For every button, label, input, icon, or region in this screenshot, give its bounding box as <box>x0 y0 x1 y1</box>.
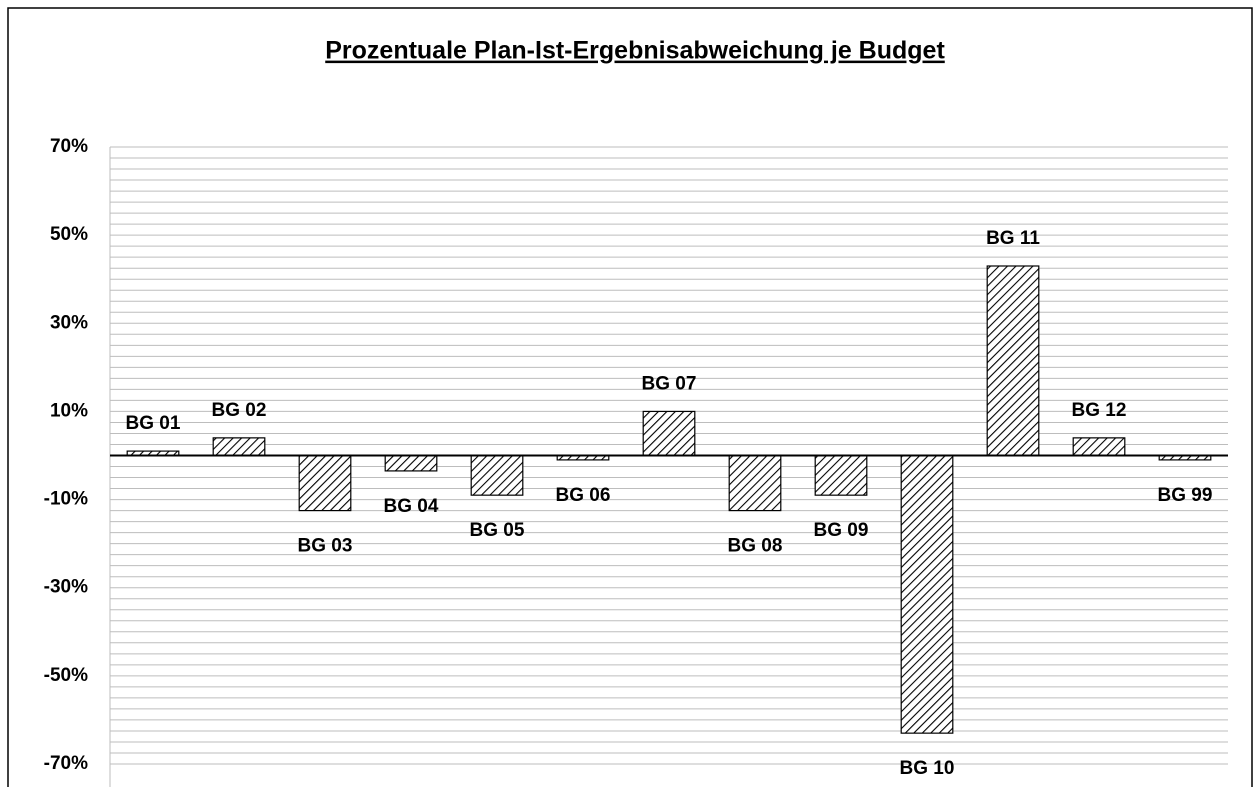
category-label: BG 05 <box>470 520 525 541</box>
category-label: BG 04 <box>384 496 439 517</box>
category-label: BG 01 <box>126 413 181 434</box>
bar <box>384 454 438 472</box>
bar <box>1072 437 1126 457</box>
y-tick-label: -30% <box>44 577 88 598</box>
bar <box>986 265 1040 457</box>
category-label: BG 99 <box>1158 485 1213 506</box>
bar <box>900 454 954 734</box>
category-label: BG 06 <box>556 485 611 506</box>
y-tick-label: -10% <box>44 489 88 510</box>
category-label: BG 07 <box>642 373 697 394</box>
bar <box>298 454 352 512</box>
chart-title: Prozentuale Plan-Ist-Ergebnisabweichung … <box>325 37 945 65</box>
y-tick-label: 30% <box>50 312 88 333</box>
bar <box>470 454 524 496</box>
y-tick-label: 10% <box>50 400 88 421</box>
category-label: BG 02 <box>212 400 267 421</box>
bar <box>814 454 868 496</box>
category-label: BG 08 <box>728 536 783 557</box>
bar <box>212 437 266 457</box>
y-tick-label: -70% <box>44 753 88 774</box>
y-tick-label: 70% <box>50 136 88 157</box>
y-tick-label: -50% <box>44 665 88 686</box>
y-tick-label: 50% <box>50 224 88 245</box>
category-label: BG 09 <box>814 520 869 541</box>
bar <box>728 454 782 512</box>
category-label: BG 10 <box>900 758 955 779</box>
chart-frame <box>7 7 1253 787</box>
category-label: BG 11 <box>986 228 1040 249</box>
category-label: BG 03 <box>298 536 353 557</box>
bar <box>642 410 696 457</box>
category-label: BG 12 <box>1072 400 1127 421</box>
